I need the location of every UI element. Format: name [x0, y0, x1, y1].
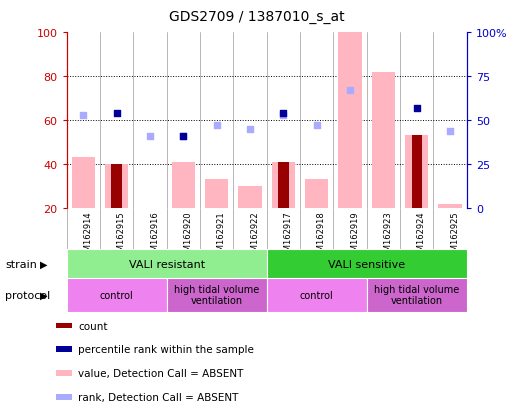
Bar	[172, 162, 195, 209]
Bar	[239, 187, 262, 209]
Bar	[411, 136, 422, 209]
Text: protocol: protocol	[5, 290, 50, 300]
Text: control: control	[300, 290, 333, 300]
Text: GSM162914: GSM162914	[83, 211, 92, 261]
Bar	[439, 204, 462, 209]
Point	[279, 112, 287, 119]
Text: VALI sensitive: VALI sensitive	[328, 259, 405, 269]
Point	[346, 88, 354, 94]
Text: GSM162925: GSM162925	[450, 211, 459, 261]
Text: high tidal volume
ventilation: high tidal volume ventilation	[174, 284, 260, 306]
Point	[179, 133, 187, 140]
Point	[246, 126, 254, 133]
Point	[412, 105, 421, 112]
Text: VALI resistant: VALI resistant	[129, 259, 205, 269]
Point	[179, 133, 187, 140]
Point	[79, 112, 87, 119]
Text: GSM162919: GSM162919	[350, 211, 359, 261]
Point	[212, 123, 221, 129]
Point	[446, 128, 454, 135]
Text: percentile rank within the sample: percentile rank within the sample	[78, 344, 254, 354]
Text: GSM162922: GSM162922	[250, 211, 259, 261]
Text: GSM162923: GSM162923	[384, 211, 392, 261]
Bar	[56, 394, 72, 400]
Text: GSM162916: GSM162916	[150, 211, 159, 261]
Bar	[56, 323, 72, 329]
Bar	[167, 278, 267, 312]
Text: ▶: ▶	[40, 290, 47, 300]
Point	[312, 123, 321, 129]
Text: GSM162918: GSM162918	[317, 211, 326, 261]
Text: control: control	[100, 290, 133, 300]
Text: GSM162917: GSM162917	[283, 211, 292, 261]
Bar	[372, 73, 395, 209]
Bar	[278, 162, 289, 209]
Point	[146, 133, 154, 140]
Text: GSM162924: GSM162924	[417, 211, 426, 261]
Bar	[205, 180, 228, 209]
Bar	[339, 33, 362, 209]
Bar	[305, 180, 328, 209]
Bar	[111, 165, 122, 209]
Bar	[405, 136, 428, 209]
Bar	[56, 347, 72, 352]
Text: GSM162920: GSM162920	[183, 211, 192, 261]
Bar	[72, 158, 95, 209]
Bar	[67, 278, 167, 312]
Text: count: count	[78, 321, 108, 331]
Text: value, Detection Call = ABSENT: value, Detection Call = ABSENT	[78, 368, 244, 378]
Bar	[272, 162, 295, 209]
Text: GSM162921: GSM162921	[216, 211, 226, 261]
Text: GDS2709 / 1387010_s_at: GDS2709 / 1387010_s_at	[169, 10, 344, 24]
Text: strain: strain	[5, 259, 37, 269]
Text: GSM162915: GSM162915	[116, 211, 126, 261]
Text: ▶: ▶	[40, 259, 47, 269]
Bar	[56, 370, 72, 376]
Point	[112, 110, 121, 117]
Bar	[267, 250, 467, 278]
Bar	[67, 250, 267, 278]
Bar	[105, 165, 128, 209]
Text: rank, Detection Call = ABSENT: rank, Detection Call = ABSENT	[78, 392, 239, 402]
Bar	[267, 278, 367, 312]
Point	[279, 110, 287, 117]
Text: high tidal volume
ventilation: high tidal volume ventilation	[374, 284, 460, 306]
Bar	[367, 278, 467, 312]
